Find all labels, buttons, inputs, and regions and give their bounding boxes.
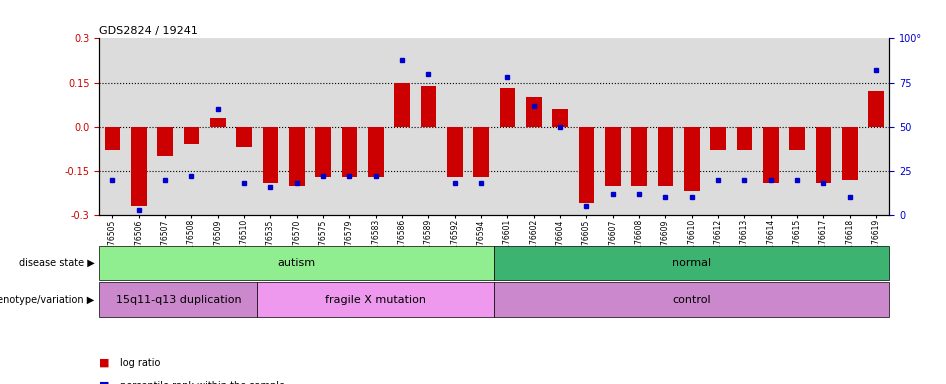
Text: disease state ▶: disease state ▶ xyxy=(19,258,95,268)
Bar xyxy=(368,127,384,177)
Bar xyxy=(810,38,836,215)
Bar xyxy=(126,38,152,215)
Bar xyxy=(705,38,731,215)
Bar xyxy=(157,127,173,156)
Bar xyxy=(678,38,705,215)
Bar xyxy=(652,38,678,215)
Bar xyxy=(284,38,310,215)
Bar xyxy=(210,118,226,127)
Bar xyxy=(520,38,547,215)
Bar xyxy=(421,86,436,127)
Bar xyxy=(657,127,674,185)
Bar xyxy=(600,38,626,215)
Bar xyxy=(762,127,779,183)
Bar xyxy=(494,282,889,317)
Bar xyxy=(784,38,810,215)
Bar xyxy=(204,38,231,215)
Bar xyxy=(178,38,204,215)
Bar xyxy=(152,38,178,215)
Text: log ratio: log ratio xyxy=(120,358,161,368)
Text: genotype/variation ▶: genotype/variation ▶ xyxy=(0,295,95,305)
Bar xyxy=(394,83,410,127)
Bar xyxy=(579,127,594,203)
Bar xyxy=(362,38,389,215)
Bar xyxy=(552,109,568,127)
Bar xyxy=(710,127,726,150)
Bar xyxy=(631,127,647,185)
Text: autism: autism xyxy=(278,258,316,268)
Bar xyxy=(684,127,700,192)
Bar xyxy=(468,38,494,215)
Bar xyxy=(604,127,621,185)
Bar xyxy=(526,97,542,127)
Text: percentile rank within the sample: percentile rank within the sample xyxy=(120,381,285,384)
Text: GDS2824 / 19241: GDS2824 / 19241 xyxy=(99,26,199,36)
Bar xyxy=(737,127,752,150)
Bar xyxy=(389,38,415,215)
Bar xyxy=(789,127,805,150)
Text: normal: normal xyxy=(673,258,711,268)
Bar xyxy=(573,38,600,215)
Bar xyxy=(105,127,120,150)
Bar xyxy=(310,38,336,215)
Text: 15q11-q13 duplication: 15q11-q13 duplication xyxy=(115,295,241,305)
Text: control: control xyxy=(673,295,711,305)
Bar xyxy=(442,38,468,215)
Bar xyxy=(99,282,257,317)
Bar xyxy=(494,246,889,280)
Bar xyxy=(236,127,252,147)
Bar xyxy=(547,38,573,215)
Bar xyxy=(836,38,863,215)
Bar xyxy=(494,38,520,215)
Bar xyxy=(336,38,362,215)
Bar xyxy=(342,127,358,177)
Bar xyxy=(815,127,832,183)
Bar xyxy=(231,38,257,215)
Bar xyxy=(257,38,284,215)
Text: ■: ■ xyxy=(99,358,110,368)
Text: ■: ■ xyxy=(99,381,110,384)
Bar xyxy=(415,38,442,215)
Bar xyxy=(99,38,126,215)
Bar xyxy=(99,246,494,280)
Bar xyxy=(499,88,516,127)
Bar xyxy=(863,38,889,215)
Bar xyxy=(758,38,784,215)
Bar xyxy=(731,38,758,215)
Bar xyxy=(626,38,652,215)
Bar xyxy=(289,127,305,185)
Bar xyxy=(842,127,858,180)
Text: fragile X mutation: fragile X mutation xyxy=(325,295,427,305)
Bar xyxy=(257,282,494,317)
Bar xyxy=(184,127,200,144)
Bar xyxy=(473,127,489,177)
Bar xyxy=(263,127,278,183)
Bar xyxy=(131,127,147,206)
Bar xyxy=(868,91,884,127)
Bar xyxy=(315,127,331,177)
Bar xyxy=(447,127,463,177)
